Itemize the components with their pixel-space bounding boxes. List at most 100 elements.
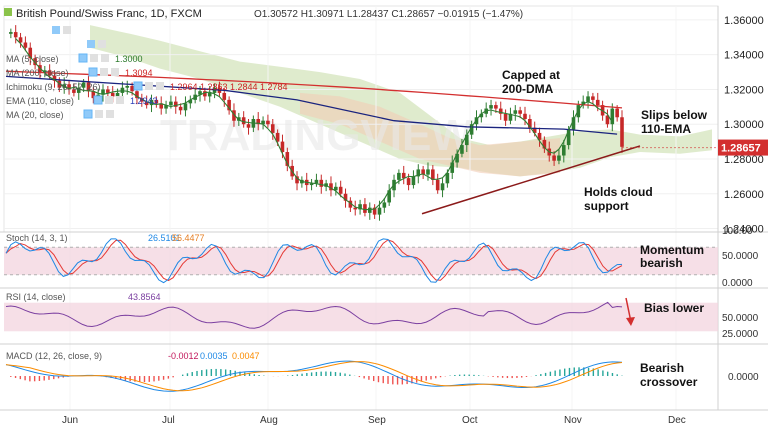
candle-body: [377, 207, 382, 215]
candle-body: [28, 47, 33, 59]
candle-body: [358, 204, 362, 210]
candle-body: [367, 207, 372, 213]
candle-body: [363, 204, 367, 213]
stoch-k-line: [5, 238, 623, 284]
month-label: Nov: [564, 415, 582, 426]
eye-icon[interactable]: [133, 81, 143, 91]
candle-body: [207, 92, 212, 97]
stoch-d-value: 56.4477: [172, 233, 205, 243]
settings-icon[interactable]: [98, 40, 106, 48]
candle-body: [440, 183, 445, 191]
candle-body: [503, 113, 508, 121]
stoch-k-value: 26.5101: [148, 233, 181, 243]
stoch-tick: 50.0000: [722, 251, 759, 262]
candle-body: [508, 113, 513, 121]
month-label: Aug: [260, 415, 278, 426]
candle-body: [246, 124, 251, 128]
candle-body: [222, 92, 227, 100]
candle-body: [464, 134, 469, 146]
candle-body: [411, 176, 416, 186]
price-tick-label: 1.28000: [724, 154, 764, 166]
rsi-tick: 25.0000: [722, 329, 759, 340]
price-tick-label: 1.34000: [724, 50, 764, 62]
rsi-band: [4, 302, 718, 332]
candle-body: [9, 32, 13, 34]
candle-body: [581, 101, 585, 106]
candle-body: [13, 32, 18, 38]
month-label: Jun: [62, 415, 78, 426]
close-icon[interactable]: [106, 110, 114, 118]
candle-body: [605, 115, 610, 125]
settings-icon[interactable]: [145, 82, 153, 90]
macd-tick: 0.0000: [728, 372, 759, 383]
ma5-line: [15, 38, 613, 211]
settings-icon[interactable]: [100, 68, 108, 76]
settings-icon[interactable]: [95, 110, 103, 118]
candle-body: [62, 84, 67, 88]
eye-icon[interactable]: [52, 26, 60, 34]
symbol-title: British Pound/Swiss Franc, 1D, FXCM: [16, 8, 202, 20]
macd-value: 0.0035: [200, 351, 228, 361]
candle-body: [23, 42, 28, 48]
indicator-value: 1.2863: [200, 82, 228, 92]
candle-body: [33, 58, 37, 66]
rsi-tick: 50.0000: [722, 313, 759, 324]
candle-body: [183, 103, 188, 111]
candle-body: [542, 139, 547, 149]
candle-body: [76, 87, 81, 93]
candle-body: [620, 117, 624, 147]
close-icon[interactable]: [111, 68, 119, 76]
eye-icon[interactable]: [78, 53, 88, 63]
eye-icon[interactable]: [88, 67, 98, 77]
candle-body: [144, 101, 149, 106]
candle-body: [256, 119, 261, 125]
macd-line: [5, 360, 623, 392]
candle-body: [270, 124, 275, 133]
candle-body: [309, 183, 314, 186]
settings-icon[interactable]: [105, 96, 113, 104]
candle-body: [513, 110, 518, 114]
candle-body: [435, 179, 440, 191]
candle-body: [261, 120, 265, 125]
candle-body: [178, 106, 183, 111]
candle-body: [498, 108, 503, 114]
close-icon[interactable]: [116, 96, 124, 104]
eye-icon[interactable]: [83, 109, 93, 119]
settings-icon[interactable]: [90, 54, 98, 62]
price-tick-label: 1.30000: [724, 119, 764, 131]
indicator-name: MA (200, close): [6, 68, 69, 78]
price-tick-label: 1.24000: [724, 224, 764, 236]
symbol-icon: [4, 8, 12, 16]
close-icon[interactable]: [156, 82, 164, 90]
candle-body: [523, 113, 527, 119]
candle-body: [149, 99, 154, 106]
indicator-value: 1.2943: [130, 96, 158, 106]
candle-body: [348, 200, 353, 208]
annotation-capped: 200-DMA: [502, 82, 554, 96]
candle-body: [285, 152, 290, 166]
month-label: Sep: [368, 415, 386, 426]
candle-body: [421, 169, 425, 175]
annotation-slips: Slips below: [641, 108, 708, 122]
candle-body: [615, 108, 619, 118]
candle-body: [319, 179, 324, 187]
annotation-holds: support: [584, 199, 629, 213]
macd-value: -0.0012: [168, 351, 199, 361]
candle-body: [159, 103, 164, 109]
price-tick-label: 1.32000: [724, 84, 764, 96]
candle-body: [110, 92, 115, 97]
candle-body: [586, 96, 590, 102]
candle-body: [130, 85, 134, 92]
indicator-name: Ichimoku (9, 26, 52, 26): [6, 82, 101, 92]
settings-icon[interactable]: [63, 26, 71, 34]
candle-body: [106, 89, 110, 93]
candle-body: [125, 85, 130, 88]
candle-body: [387, 190, 391, 203]
eye-icon[interactable]: [87, 40, 95, 48]
candle-body: [329, 183, 333, 191]
candle-body: [338, 186, 343, 194]
eye-icon[interactable]: [93, 95, 103, 105]
candle-body: [314, 179, 319, 184]
candle-body: [343, 193, 348, 201]
close-icon[interactable]: [101, 54, 109, 62]
